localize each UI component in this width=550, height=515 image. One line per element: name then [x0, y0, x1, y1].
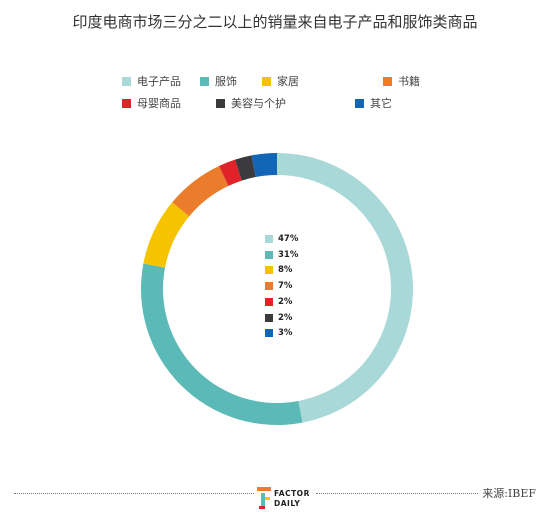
- legend-item: 书籍: [383, 74, 420, 88]
- source-note: 来源:IBEF: [478, 485, 536, 501]
- legend-label: 电子产品: [137, 75, 181, 88]
- legend-label: 书籍: [398, 75, 420, 88]
- legend-item: 母婴商品: [122, 96, 181, 110]
- legend-swatch: [122, 98, 131, 108]
- value-label-text: 7%: [278, 281, 293, 292]
- donut-slice: [141, 263, 303, 425]
- legend-swatch: [122, 76, 131, 86]
- value-label: 3%: [265, 328, 292, 338]
- legend-label: 其它: [370, 97, 392, 110]
- value-label-swatch: [265, 313, 273, 322]
- value-label: 2%: [265, 297, 292, 307]
- value-label-text: 2%: [278, 312, 293, 323]
- value-label-text: 8%: [278, 265, 293, 276]
- legend-swatch: [262, 76, 271, 86]
- chart-title: 印度电商市场三分之二以上的销量来自电子产品和服饰类商品: [72, 13, 478, 31]
- value-label-swatch: [265, 282, 273, 291]
- footer-divider-right: [316, 493, 488, 494]
- donut-slice: [143, 202, 190, 268]
- value-label-swatch: [265, 329, 273, 338]
- value-label-swatch: [265, 266, 273, 275]
- value-label-text: 31%: [278, 249, 299, 260]
- donut-slice: [219, 159, 242, 186]
- legend-label: 美容与个护: [231, 97, 286, 110]
- donut-slice: [234, 155, 256, 181]
- value-label: 8%: [265, 265, 292, 275]
- value-label-text: 3%: [278, 328, 293, 339]
- legend-label: 服饰: [215, 75, 237, 88]
- value-label: 31%: [265, 250, 298, 260]
- donut-slice: [172, 165, 229, 217]
- legend-swatch: [355, 98, 364, 108]
- value-label: 7%: [265, 281, 292, 291]
- donut-slice: [251, 153, 277, 178]
- value-label-swatch: [265, 250, 273, 259]
- legend-item: 其它: [355, 96, 392, 110]
- value-label-swatch: [265, 235, 273, 243]
- legend-item: 美容与个护: [216, 96, 286, 110]
- legend-item: 服饰: [200, 74, 237, 88]
- legend-label: 母婴商品: [137, 97, 181, 110]
- legend-swatch: [200, 76, 209, 86]
- value-label: 2%: [265, 313, 292, 323]
- legend-swatch: [383, 76, 392, 86]
- legend-item: 家居: [262, 74, 299, 88]
- value-label-text: 47%: [278, 234, 299, 244]
- logo-text-line1: FACTOR: [274, 489, 310, 498]
- factor-daily-logo-mark-icon: [257, 487, 271, 509]
- value-label: 47%: [265, 234, 298, 244]
- logo-text-line2: DAILY: [274, 499, 301, 508]
- value-label-swatch: [265, 297, 273, 306]
- donut-slice: [277, 153, 413, 423]
- footer-divider-left: [14, 493, 254, 494]
- legend-swatch: [216, 98, 225, 108]
- value-label-text: 2%: [278, 296, 293, 307]
- factor-daily-logo: FACTOR DAILY: [254, 484, 316, 512]
- legend-label: 家居: [277, 75, 299, 88]
- legend-item: 电子产品: [122, 74, 181, 88]
